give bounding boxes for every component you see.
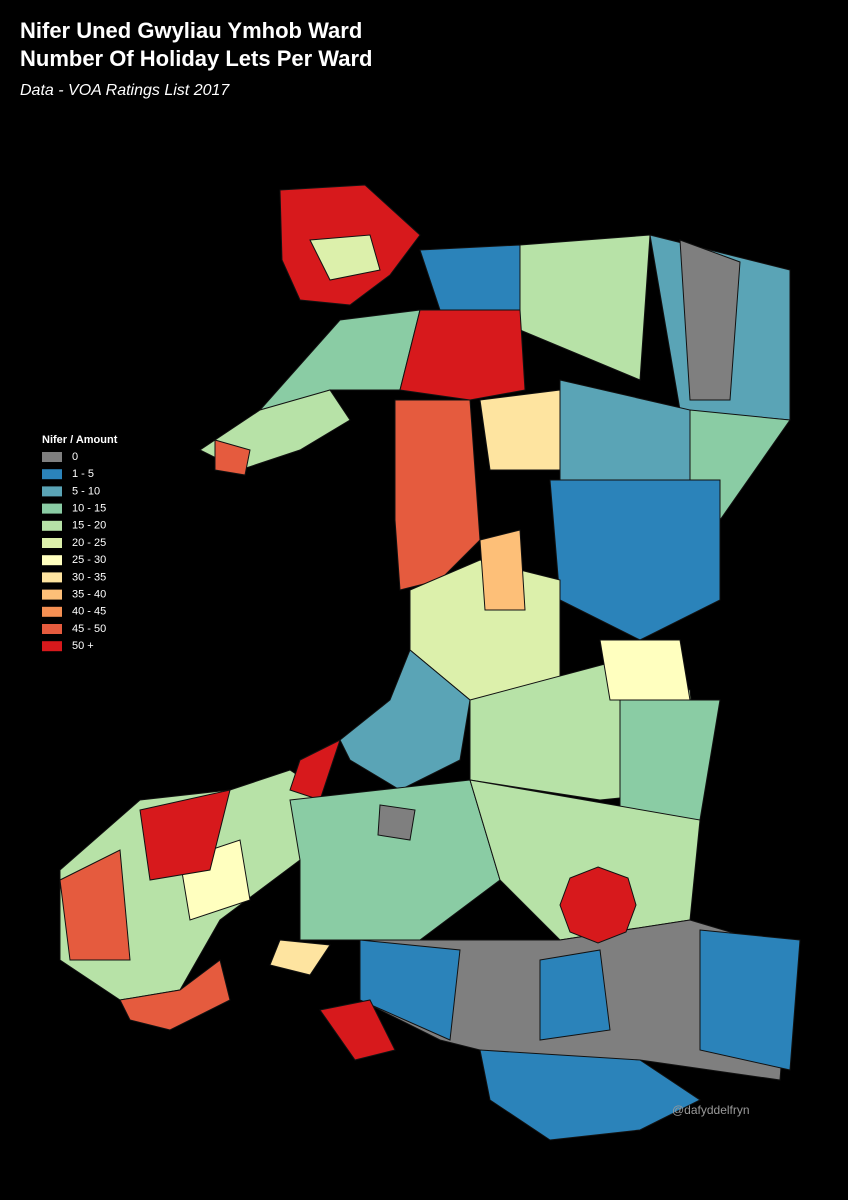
ward-region bbox=[269, 939, 331, 976]
ward-region bbox=[59, 849, 131, 961]
ward-region bbox=[339, 649, 471, 791]
legend-swatch bbox=[42, 520, 62, 531]
legend-label: 1 - 5 bbox=[72, 468, 94, 480]
ward-region bbox=[119, 959, 231, 1031]
legend-swatch bbox=[42, 538, 62, 548]
legend-swatch bbox=[42, 503, 62, 514]
legend-swatch bbox=[42, 606, 62, 617]
ward-region bbox=[479, 529, 526, 611]
legend: Nifer / Amount 0 1 - 5 5 - 10 10 - 15 15 - 2… bbox=[42, 434, 118, 652]
legend-label: 20 - 25 bbox=[72, 537, 106, 549]
ward-region bbox=[479, 389, 561, 471]
legend-label: 35 - 40 bbox=[72, 589, 106, 601]
legend-swatch bbox=[42, 469, 62, 480]
legend-swatch bbox=[42, 624, 62, 634]
legend-swatch bbox=[42, 555, 62, 566]
legend-swatch bbox=[42, 589, 62, 600]
subtitle: Data - VOA Ratings List 2017 bbox=[20, 82, 230, 99]
legend-label: 30 - 35 bbox=[72, 571, 106, 583]
legend-label: 25 - 30 bbox=[72, 554, 106, 566]
legend-label: 5 - 10 bbox=[72, 485, 100, 497]
title: Number Of Holiday Lets Per Ward bbox=[20, 46, 372, 71]
legend-label: 0 bbox=[72, 451, 78, 463]
legend-label: 15 - 20 bbox=[72, 520, 106, 532]
legend-swatch bbox=[42, 452, 62, 462]
ward-region bbox=[539, 949, 611, 1041]
ward-region bbox=[399, 309, 526, 401]
title: Nifer Uned Gwyliau Ymhob Ward bbox=[20, 18, 362, 43]
ward-region bbox=[139, 789, 231, 881]
legend-swatch bbox=[42, 486, 62, 497]
ward-region bbox=[479, 1049, 701, 1141]
ward-region bbox=[359, 939, 461, 1041]
ward-region bbox=[559, 866, 637, 944]
wales-map bbox=[59, 184, 801, 1141]
ward-region bbox=[309, 234, 381, 281]
legend-label: 50 + bbox=[72, 640, 94, 652]
ward-region bbox=[519, 234, 651, 381]
legend-swatch bbox=[42, 572, 62, 583]
ward-region bbox=[699, 929, 801, 1071]
ward-region bbox=[679, 239, 741, 401]
legend-label: 10 - 15 bbox=[72, 503, 106, 515]
legend-label: 40 - 45 bbox=[72, 606, 106, 618]
credit: @dafyddelfryn bbox=[672, 1103, 750, 1117]
legend-label: 45 - 50 bbox=[72, 623, 106, 635]
legend-title: Nifer / Amount bbox=[42, 434, 118, 446]
legend-swatch bbox=[42, 641, 62, 652]
ward-region bbox=[377, 804, 416, 841]
ward-region bbox=[214, 439, 251, 476]
ward-region bbox=[319, 999, 396, 1061]
ward-region bbox=[599, 639, 691, 701]
